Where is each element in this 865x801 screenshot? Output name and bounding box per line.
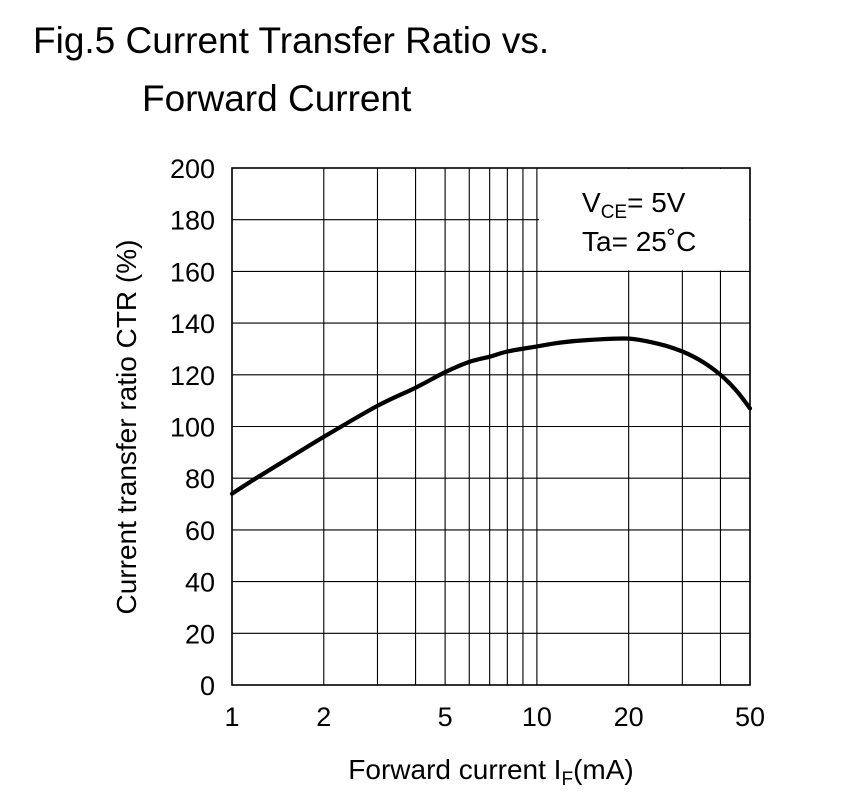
ctr-curve (229, 336, 753, 496)
y-tick-label: 0 (200, 671, 215, 701)
y-tick-label: 80 (185, 464, 215, 494)
y-tick-label: 180 (170, 206, 215, 236)
chart-title-line-2: Forward Current (142, 78, 412, 119)
y-tick-label: 40 (185, 568, 215, 598)
x-tick-labels: 1 2 5 10 20 50 (224, 702, 765, 732)
y-tick-label: 120 (170, 361, 215, 391)
y-tick-label: 60 (185, 516, 215, 546)
x-tick-label: 20 (614, 702, 644, 732)
chart-title-line-1: Fig.5 Current Transfer Ratio vs. (33, 20, 550, 61)
series-layer (229, 336, 753, 496)
annotation-background (538, 169, 749, 271)
annotation-vce: VCE= 5V (582, 187, 686, 223)
y-tick-label: 100 (170, 413, 215, 443)
y-tick-labels: 0 20 40 60 80 100 120 140 160 180 200 (170, 154, 215, 701)
x-tick-label: 5 (438, 702, 453, 732)
y-axis-label: Current transfer ratio CTR (%) (111, 240, 142, 615)
y-tick-label: 20 (185, 619, 215, 649)
x-tick-label: 2 (316, 702, 331, 732)
y-tick-label: 140 (170, 309, 215, 339)
y-tick-label: 160 (170, 257, 215, 287)
x-tick-label: 10 (522, 702, 552, 732)
plot-frame (231, 167, 751, 686)
y-tick-label: 200 (170, 154, 215, 184)
annotation-ta: Ta= 25˚C (582, 226, 696, 257)
x-tick-label: 1 (224, 702, 239, 732)
x-tick-label: 50 (735, 702, 765, 732)
x-axis-label: Forward current IF(mA) (348, 754, 633, 790)
